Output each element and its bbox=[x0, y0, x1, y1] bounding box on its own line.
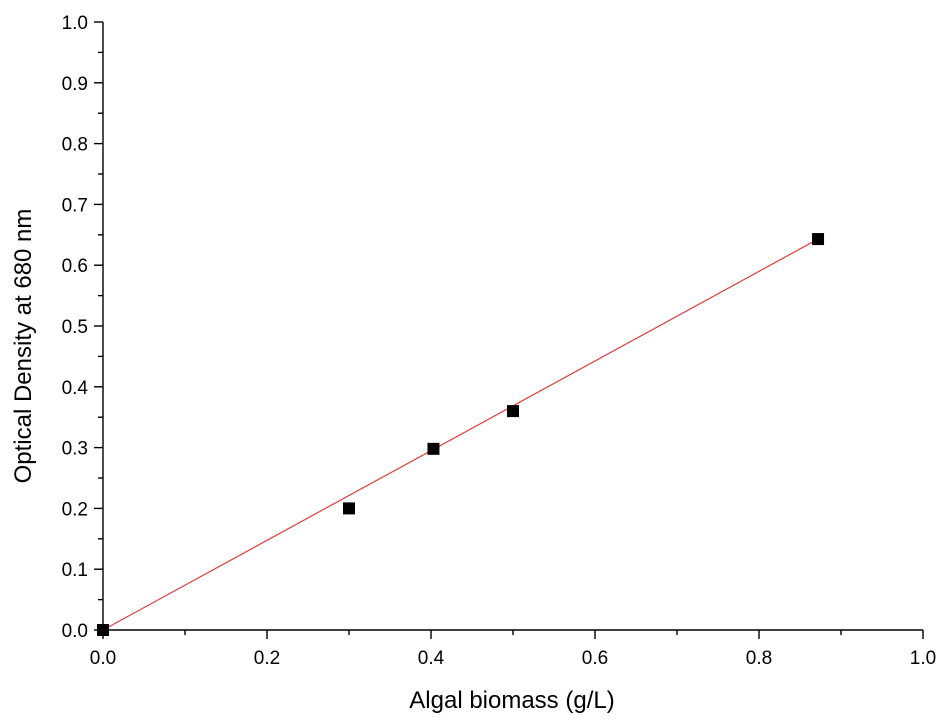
x-tick-label: 0.4 bbox=[418, 648, 445, 669]
y-tick-label: 0.9 bbox=[62, 74, 88, 95]
x-tick-label: 1.0 bbox=[910, 648, 936, 669]
data-points bbox=[97, 233, 825, 636]
data-point bbox=[812, 233, 825, 246]
y-tick-label: 0.2 bbox=[62, 499, 88, 520]
y-tick-label: 1.0 bbox=[62, 13, 88, 34]
data-point bbox=[97, 624, 109, 636]
x-axis-title: Algal biomass (g/L) bbox=[409, 687, 614, 714]
ticks: 0.0 0.2 0.4 0.6 0.8 1.0 0.0 0.1 0.2 0.3 0.4 0.5 0.6 0… bbox=[62, 13, 937, 669]
x-tick-label: 0.6 bbox=[582, 648, 608, 669]
y-tick-label: 0.1 bbox=[62, 560, 88, 581]
data-point bbox=[507, 405, 519, 418]
data-point bbox=[343, 502, 355, 515]
axes bbox=[102, 22, 923, 631]
y-tick-label: 0.4 bbox=[62, 378, 89, 399]
y-tick-label: 0.7 bbox=[62, 195, 88, 216]
y-tick-label: 0.3 bbox=[62, 439, 88, 460]
x-tick-label: 0.0 bbox=[90, 648, 116, 669]
fit-line-group bbox=[102, 238, 819, 631]
y-tick-label: 0.5 bbox=[62, 317, 88, 338]
x-tick-label: 0.8 bbox=[746, 648, 772, 669]
y-tick-label: 0.0 bbox=[62, 621, 88, 642]
y-tick-label: 0.8 bbox=[62, 135, 88, 156]
linear-fit-line bbox=[102, 238, 819, 631]
data-point bbox=[427, 442, 440, 455]
x-tick-label: 0.2 bbox=[254, 648, 280, 669]
y-tick-label: 0.6 bbox=[62, 256, 88, 277]
y-axis-title: Optical Density at 680 nm bbox=[10, 209, 37, 484]
